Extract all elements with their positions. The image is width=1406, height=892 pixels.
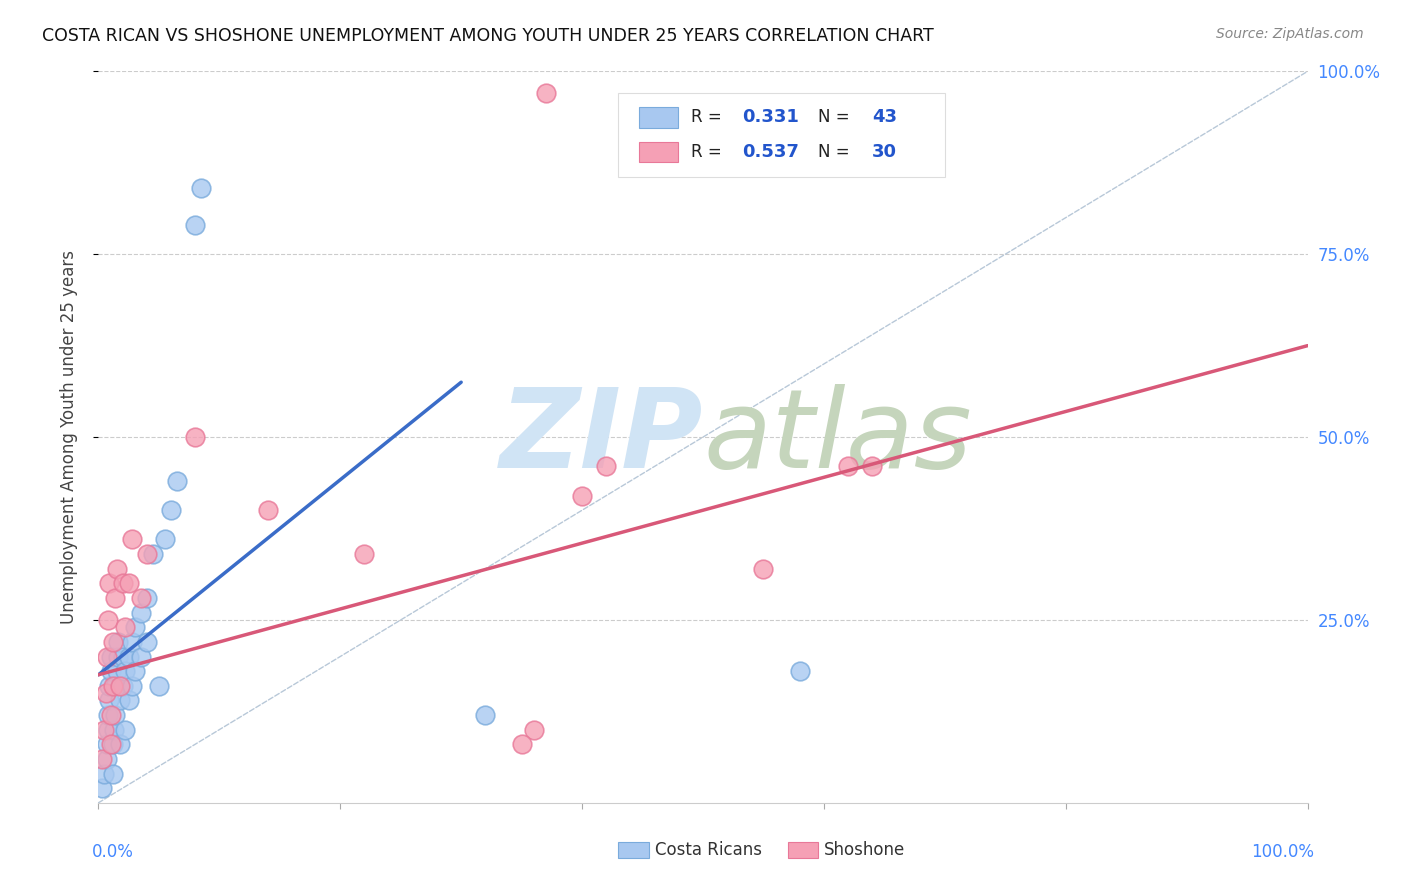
Point (135, 635, 157, 649)
Text: N =: N = (818, 143, 855, 161)
Point (114, 620, 136, 634)
Point (96, 737, 118, 751)
Point (100, 737, 122, 751)
Point (353, 547, 375, 561)
Point (100, 708, 122, 723)
Text: R =: R = (690, 143, 727, 161)
Point (107, 635, 129, 649)
Point (97, 708, 120, 723)
Point (96, 649, 118, 664)
Point (97, 613, 120, 627)
Text: N =: N = (818, 109, 855, 127)
Point (160, 503, 183, 517)
Point (101, 737, 124, 751)
Point (91, 781, 114, 796)
Text: ZIP: ZIP (499, 384, 703, 491)
Point (190, 181, 212, 195)
Point (184, 430, 207, 444)
Point (118, 693, 141, 707)
Point (103, 723, 125, 737)
Point (142, 547, 165, 561)
Point (571, 489, 593, 503)
Point (595, 459, 617, 474)
Y-axis label: Unemployment Among Youth under 25 years: Unemployment Among Youth under 25 years (59, 250, 77, 624)
Point (129, 606, 152, 620)
FancyBboxPatch shape (619, 94, 945, 178)
Text: COSTA RICAN VS SHOSHONE UNEMPLOYMENT AMONG YOUTH UNDER 25 YEARS CORRELATION CHAR: COSTA RICAN VS SHOSHONE UNEMPLOYMENT AMO… (42, 27, 934, 45)
Point (101, 766, 124, 780)
Point (114, 664, 136, 678)
Point (118, 649, 141, 664)
Point (166, 474, 188, 488)
Text: 43: 43 (872, 109, 897, 127)
Point (124, 620, 146, 634)
Point (124, 664, 146, 678)
Point (114, 723, 136, 737)
Point (121, 533, 143, 547)
Point (121, 635, 143, 649)
Point (111, 679, 134, 693)
Point (534, 87, 557, 101)
FancyBboxPatch shape (638, 142, 678, 162)
Point (256, 503, 278, 517)
Point (837, 459, 859, 474)
Point (474, 708, 496, 723)
Point (104, 679, 127, 693)
Point (96, 752, 118, 766)
Point (121, 679, 143, 693)
Text: Shoshone: Shoshone (824, 840, 905, 859)
Point (510, 737, 533, 751)
Point (100, 664, 122, 678)
Point (91, 752, 114, 766)
Point (108, 693, 131, 707)
Point (108, 679, 131, 693)
Point (93, 766, 115, 780)
Point (129, 649, 152, 664)
Point (104, 591, 127, 605)
Point (101, 635, 124, 649)
Point (101, 679, 124, 693)
Text: 0.537: 0.537 (742, 143, 799, 161)
Text: 0.331: 0.331 (742, 109, 799, 127)
Point (100, 649, 122, 664)
FancyBboxPatch shape (787, 841, 818, 858)
Text: 100.0%: 100.0% (1250, 843, 1313, 861)
Point (184, 218, 207, 232)
Point (107, 649, 129, 664)
Text: Source: ZipAtlas.com: Source: ZipAtlas.com (1216, 27, 1364, 41)
Point (105, 664, 128, 678)
Point (789, 664, 811, 678)
Point (129, 591, 152, 605)
Point (118, 576, 141, 591)
Point (104, 708, 127, 723)
FancyBboxPatch shape (638, 107, 678, 128)
Point (111, 649, 134, 664)
Point (97, 723, 120, 737)
Point (93, 723, 115, 737)
Text: Costa Ricans: Costa Ricans (655, 840, 762, 859)
Point (94, 686, 117, 700)
Text: 0.0%: 0.0% (93, 843, 134, 861)
Point (98, 576, 121, 591)
Point (98, 693, 121, 707)
Point (105, 562, 128, 576)
Text: 30: 30 (872, 143, 897, 161)
Text: R =: R = (690, 109, 727, 127)
Point (148, 679, 170, 693)
Point (135, 591, 157, 605)
Point (752, 562, 775, 576)
Point (111, 576, 134, 591)
Point (153, 533, 176, 547)
Point (523, 723, 546, 737)
Point (135, 547, 157, 561)
Point (860, 459, 883, 474)
FancyBboxPatch shape (619, 841, 648, 858)
Text: atlas: atlas (703, 384, 972, 491)
Point (108, 737, 131, 751)
Point (98, 679, 121, 693)
